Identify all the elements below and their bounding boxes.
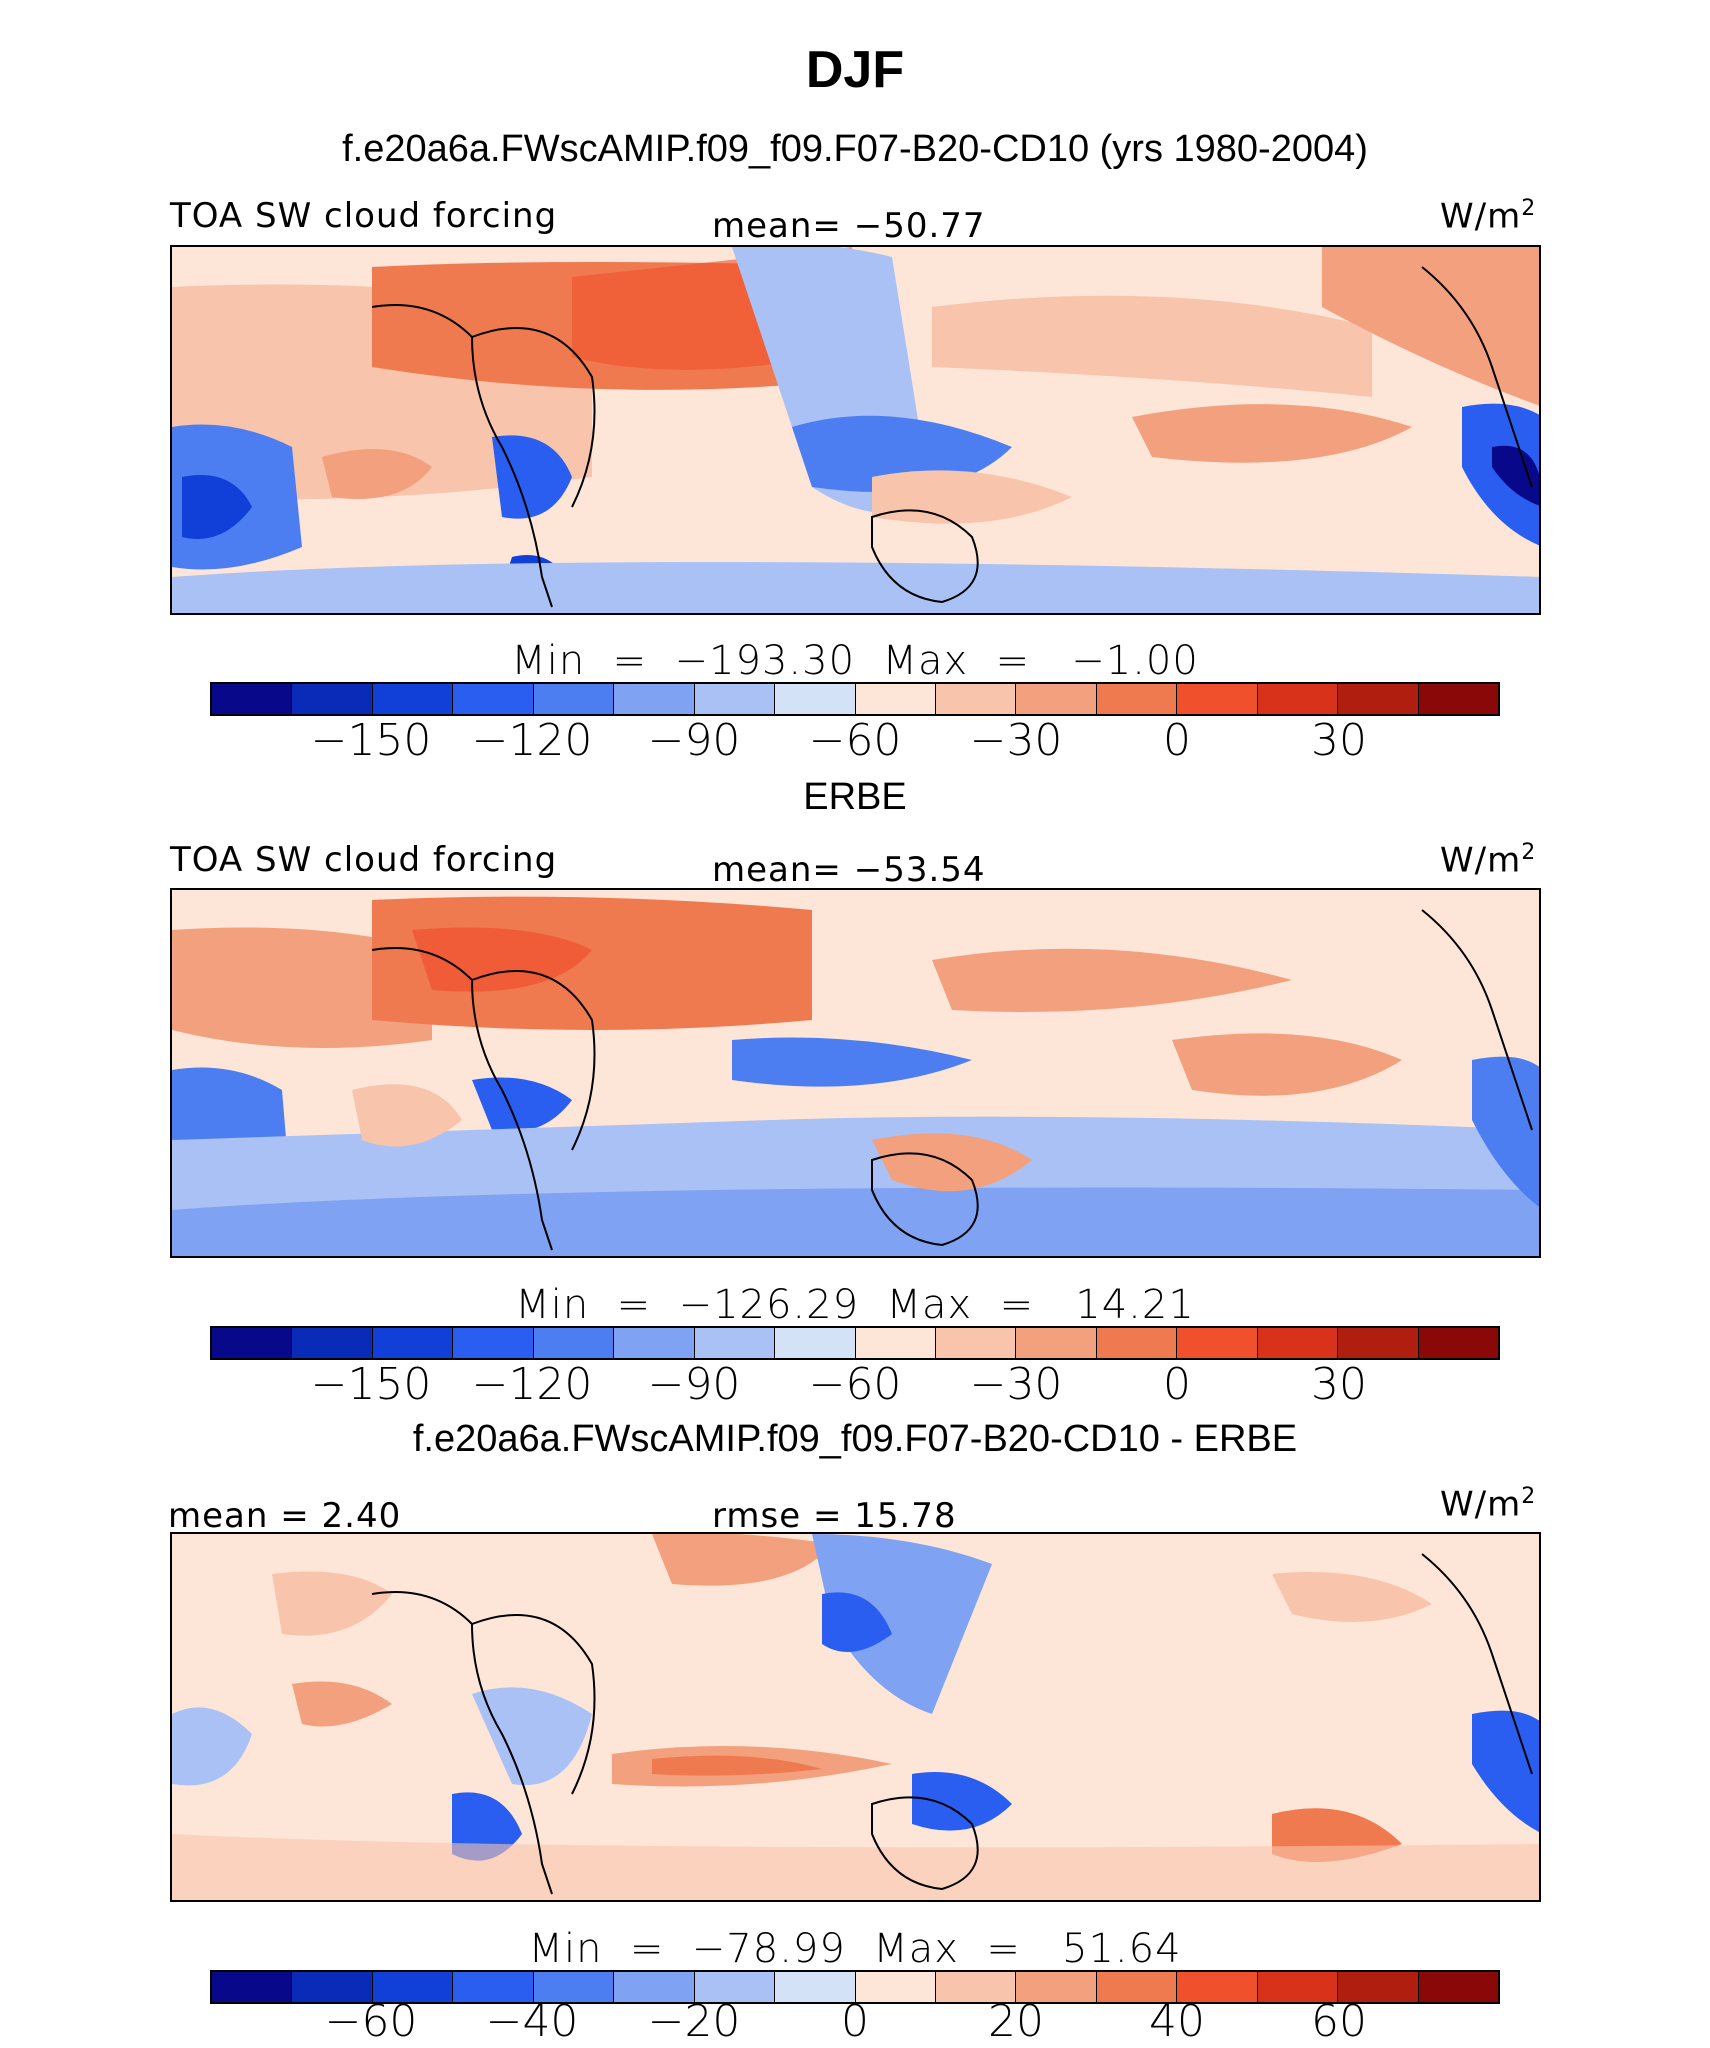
colorbar-swatch (935, 1972, 1017, 2002)
colorbar-swatch (1257, 684, 1339, 714)
colorbar-tick-label: 40 (1149, 1996, 1205, 2047)
colorbar-tick-label: 60 (1311, 1996, 1367, 2047)
colorbar-tick-label: −20 (647, 1996, 741, 2047)
colorbar-swatch (855, 1972, 936, 2002)
colorbar-swatch (372, 1328, 454, 1358)
panel1-map (170, 245, 1541, 615)
colorbar-swatch (1096, 1972, 1178, 2002)
main-title: DJF (805, 41, 905, 99)
colorbar-swatch (1338, 1328, 1419, 1358)
colorbar-swatch (372, 1972, 454, 2002)
colorbar-tick-label: −90 (647, 715, 741, 766)
panel3-mean-label: mean = 2.40 (168, 1496, 402, 1536)
colorbar-tick-label: −120 (471, 1359, 593, 1410)
panel1-units: W/m2 (1440, 196, 1537, 237)
colorbar-tick-label: −150 (310, 1359, 432, 1410)
panel1-title: f.e20a6a.FWscAMIP.f09_f09.F07-B20-CD10 (… (342, 128, 1368, 170)
colorbar-swatch (453, 1328, 534, 1358)
colorbar-swatch (533, 684, 615, 714)
panel2-colorbar-ticks: −150 −120 −90 −60 −30 0 30 (210, 1359, 1500, 1410)
panel3-map (170, 1532, 1541, 1902)
colorbar-swatch (614, 684, 695, 714)
colorbar-tick-label: −40 (485, 1996, 579, 2047)
colorbar-swatch (694, 684, 776, 714)
colorbar-tick-label: −60 (808, 715, 902, 766)
colorbar-swatch (1016, 1328, 1097, 1358)
panel1-variable-label: TOA SW cloud forcing (170, 196, 558, 236)
panel2-variable-label: TOA SW cloud forcing (170, 840, 558, 880)
colorbar-swatch (935, 1328, 1017, 1358)
panel3-minmax: Min = −78.99 Max = 51.64 (528, 1926, 1182, 1972)
panel3-rmse-label: rmse = 15.78 (712, 1496, 957, 1536)
colorbar-tick-label: 30 (1311, 715, 1367, 766)
colorbar-tick-label: −90 (647, 1359, 741, 1410)
colorbar-tick-label: 0 (1163, 715, 1191, 766)
panel2-colorbar (210, 1326, 1500, 1360)
colorbar-swatch (372, 684, 454, 714)
panel2-mean-label: mean= −53.54 (712, 850, 986, 890)
colorbar-swatch (855, 1328, 936, 1358)
colorbar-swatch (1257, 1328, 1339, 1358)
colorbar-tick-label: −60 (808, 1359, 902, 1410)
colorbar-tick-label: 0 (1163, 1359, 1191, 1410)
colorbar-swatch (775, 1972, 856, 2002)
colorbar-swatch (533, 1972, 615, 2002)
panel3-colorbar-ticks: −60 −40 −20 0 20 40 60 (210, 1996, 1500, 2047)
colorbar-swatch (1177, 1328, 1258, 1358)
colorbar-swatch (1418, 1328, 1498, 1358)
panel2-title: ERBE (803, 776, 907, 818)
colorbar-swatch (614, 1328, 695, 1358)
colorbar-swatch (694, 1972, 776, 2002)
colorbar-swatch (1016, 1972, 1097, 2002)
panel2-minmax: Min = −126.29 Max = 14.21 (515, 1282, 1195, 1328)
colorbar-swatch (1338, 684, 1419, 714)
colorbar-swatch (212, 684, 293, 714)
colorbar-swatch (775, 684, 856, 714)
colorbar-swatch (775, 1328, 856, 1358)
colorbar-swatch (1257, 1972, 1339, 2002)
colorbar-tick-label: 20 (988, 1996, 1044, 2047)
colorbar-tick-label: −120 (471, 715, 593, 766)
panel2-map (170, 888, 1541, 1258)
colorbar-swatch (694, 1328, 776, 1358)
colorbar-swatch (1016, 684, 1097, 714)
colorbar-swatch (935, 684, 1017, 714)
colorbar-tick-label: −30 (969, 715, 1063, 766)
colorbar-swatch (212, 1972, 293, 2002)
colorbar-swatch (1096, 1328, 1178, 1358)
panel2-units: W/m2 (1440, 840, 1537, 881)
colorbar-swatch (855, 684, 936, 714)
colorbar-swatch (453, 684, 534, 714)
colorbar-swatch (453, 1972, 534, 2002)
colorbar-swatch (212, 1328, 293, 1358)
colorbar-swatch (614, 1972, 695, 2002)
colorbar-swatch (292, 1972, 373, 2002)
colorbar-tick-label: −60 (324, 1996, 418, 2047)
colorbar-swatch (1096, 684, 1178, 714)
colorbar-swatch (292, 1328, 373, 1358)
panel3-units: W/m2 (1440, 1484, 1537, 1525)
colorbar-tick-label: 30 (1311, 1359, 1367, 1410)
colorbar-swatch (1338, 1972, 1419, 2002)
colorbar-tick-label: −30 (969, 1359, 1063, 1410)
panel1-colorbar (210, 682, 1500, 716)
colorbar-tick-label: 0 (841, 1996, 869, 2047)
panel1-minmax: Min = −193.30 Max = −1.00 (511, 638, 1199, 684)
colorbar-swatch (533, 1328, 615, 1358)
panel3-title: f.e20a6a.FWscAMIP.f09_f09.F07-B20-CD10 -… (412, 1418, 1298, 1460)
panel1-colorbar-ticks: −150 −120 −90 −60 −30 0 30 (210, 715, 1500, 766)
colorbar-tick-label: −150 (310, 715, 432, 766)
colorbar-swatch (292, 684, 373, 714)
colorbar-swatch (1418, 1972, 1498, 2002)
colorbar-swatch (1177, 684, 1258, 714)
panel3-colorbar (210, 1970, 1500, 2004)
colorbar-swatch (1177, 1972, 1258, 2002)
panel1-mean-label: mean= −50.77 (712, 206, 986, 246)
colorbar-swatch (1418, 684, 1498, 714)
